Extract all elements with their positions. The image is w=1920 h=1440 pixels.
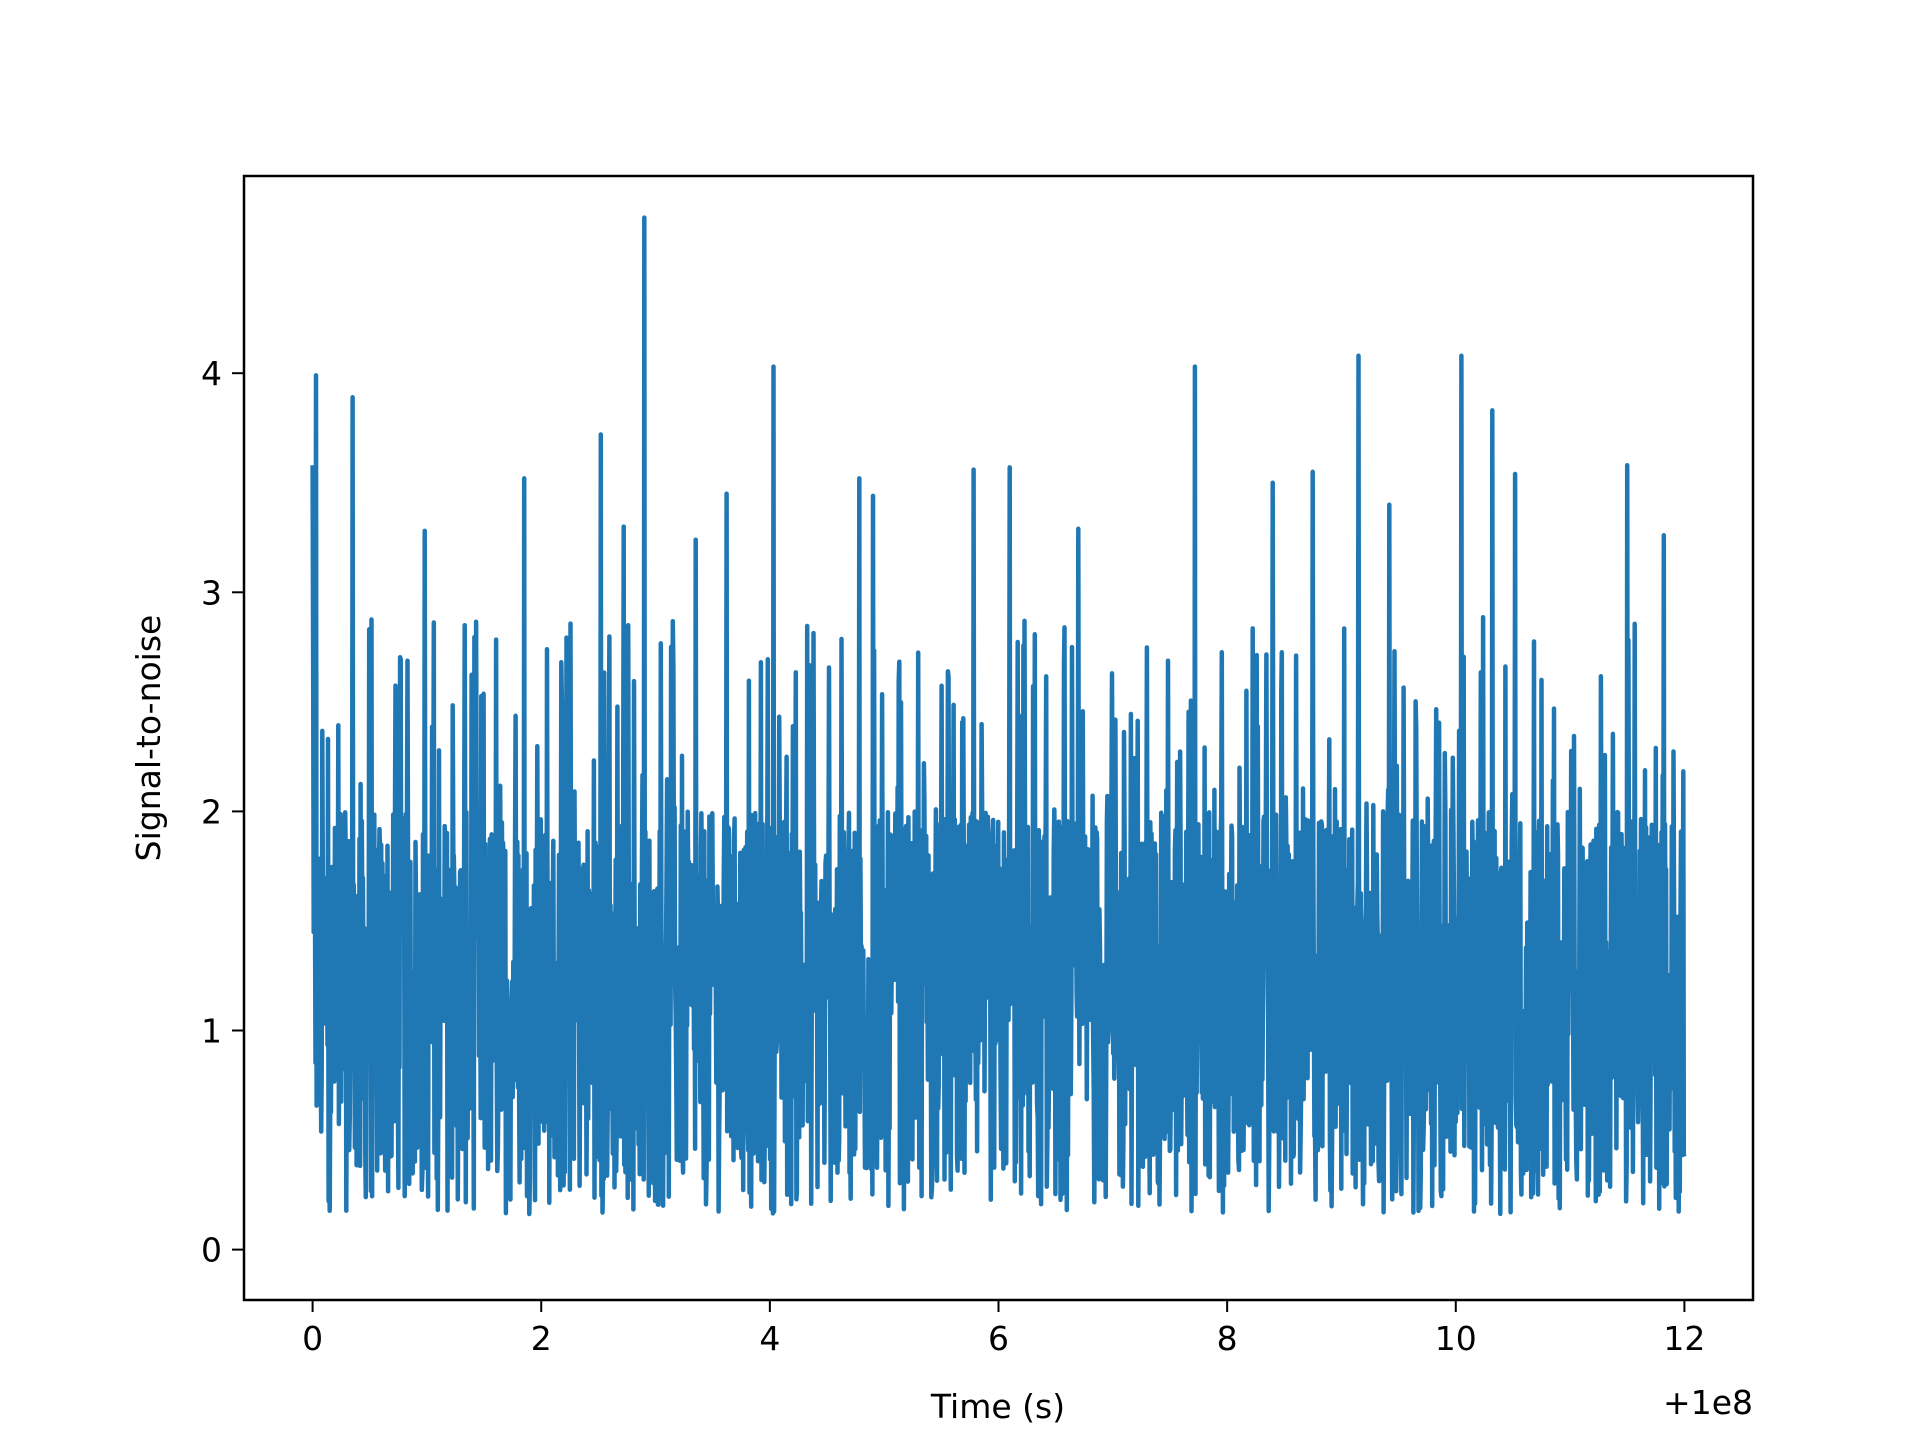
x-tick-label: 12 — [1663, 1319, 1705, 1358]
series-line — [310, 215, 1687, 1217]
x-tick-label: 0 — [302, 1319, 323, 1358]
y-axis-label: Signal-to-noise — [129, 615, 168, 862]
series-layer — [310, 215, 1687, 1217]
x-tick-label: 4 — [759, 1319, 780, 1358]
x-axis-ticks: 0 2 4 6 8 10 12 — [302, 1300, 1705, 1358]
x-tick-label: 6 — [988, 1319, 1009, 1358]
y-axis-ticks: 0 1 2 3 4 — [201, 354, 244, 1270]
x-tick-label: 2 — [531, 1319, 552, 1358]
y-tick-label: 2 — [201, 792, 222, 831]
x-axis-offset: +1e8 — [1663, 1383, 1753, 1422]
x-tick-label: 10 — [1435, 1319, 1477, 1358]
x-axis-label: Time (s) — [930, 1387, 1065, 1426]
y-tick-label: 0 — [201, 1231, 222, 1270]
y-tick-label: 1 — [201, 1012, 222, 1051]
y-tick-label: 4 — [201, 354, 222, 393]
x-tick-label: 8 — [1217, 1319, 1238, 1358]
y-tick-label: 3 — [201, 573, 222, 612]
